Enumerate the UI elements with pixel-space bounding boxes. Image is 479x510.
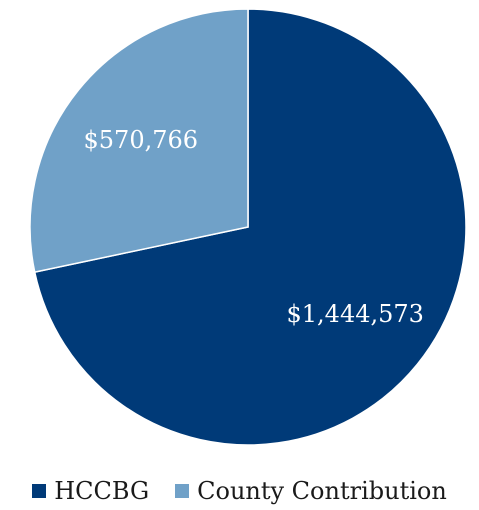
- legend-item-hccbg: HCCBG: [32, 477, 149, 505]
- pie-slice-county-contribution: [29, 8, 249, 274]
- legend-item-county-contribution: County Contribution: [175, 477, 447, 505]
- legend-swatch-county-contribution: [175, 484, 190, 498]
- slice-label-county-contribution: $570,766: [84, 126, 199, 154]
- pie-slices: [29, 8, 467, 446]
- pie-slice-hccbg: [33, 8, 467, 446]
- legend-label-hccbg: HCCBG: [54, 477, 150, 505]
- legend-label-county-contribution: County Contribution: [197, 477, 447, 505]
- slice-label-hccbg: $1,444,573: [287, 300, 424, 328]
- legend-swatch-hccbg: [32, 484, 47, 498]
- legend: HCCBG County Contribution: [0, 476, 479, 506]
